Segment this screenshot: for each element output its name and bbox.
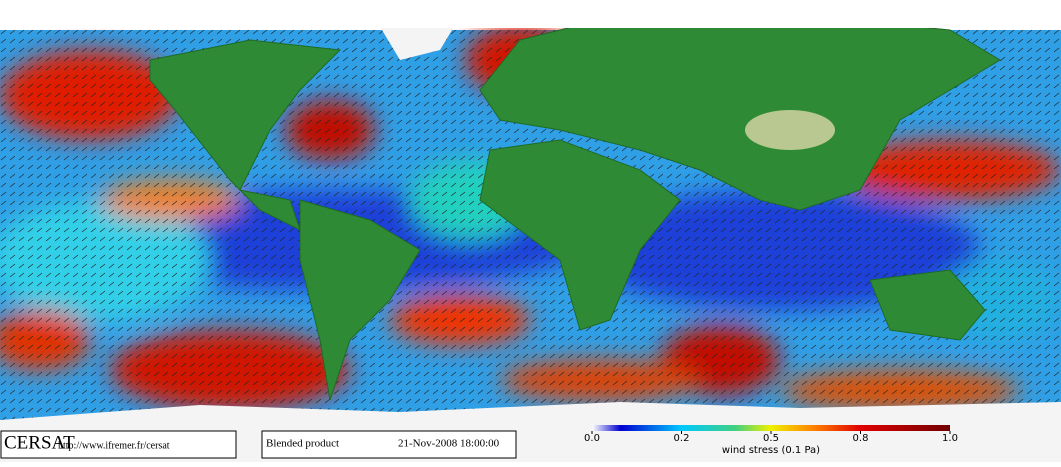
date: 21-Nov-2008 18:00:00 [398,438,500,450]
colorbar-label: wind stress (0.1 Pa) [722,445,820,456]
url[interactable]: http://www.ifremer.fr/cersat [58,440,170,451]
product-box [261,430,517,459]
colorbar-tick-label: 1.0 [942,433,958,444]
colorbar-tick-label: 0.8 [853,433,869,444]
land [149,9,1001,401]
colorbar-tick-label: 0.0 [584,433,600,444]
footer: CERSAT http://www.ifremer.fr/cersat Blen… [0,425,950,459]
logo: CERSAT [4,432,75,453]
colorbar-tick-label: 0.2 [674,433,690,444]
logo-box [0,430,237,459]
product-name: Blended product [266,438,339,450]
colorbar-tick-label: 0.5 [763,433,779,444]
colorbar [592,425,950,431]
